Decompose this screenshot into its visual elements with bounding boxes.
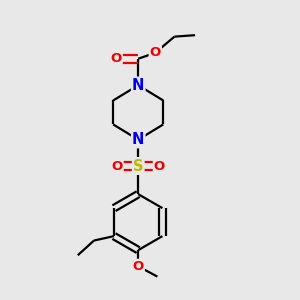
Text: O: O <box>111 160 123 173</box>
Text: N: N <box>132 132 144 147</box>
Text: O: O <box>133 260 144 273</box>
Text: S: S <box>133 159 143 174</box>
Text: O: O <box>154 160 165 173</box>
Text: O: O <box>150 46 161 59</box>
Text: N: N <box>132 78 144 93</box>
Text: O: O <box>110 52 122 65</box>
